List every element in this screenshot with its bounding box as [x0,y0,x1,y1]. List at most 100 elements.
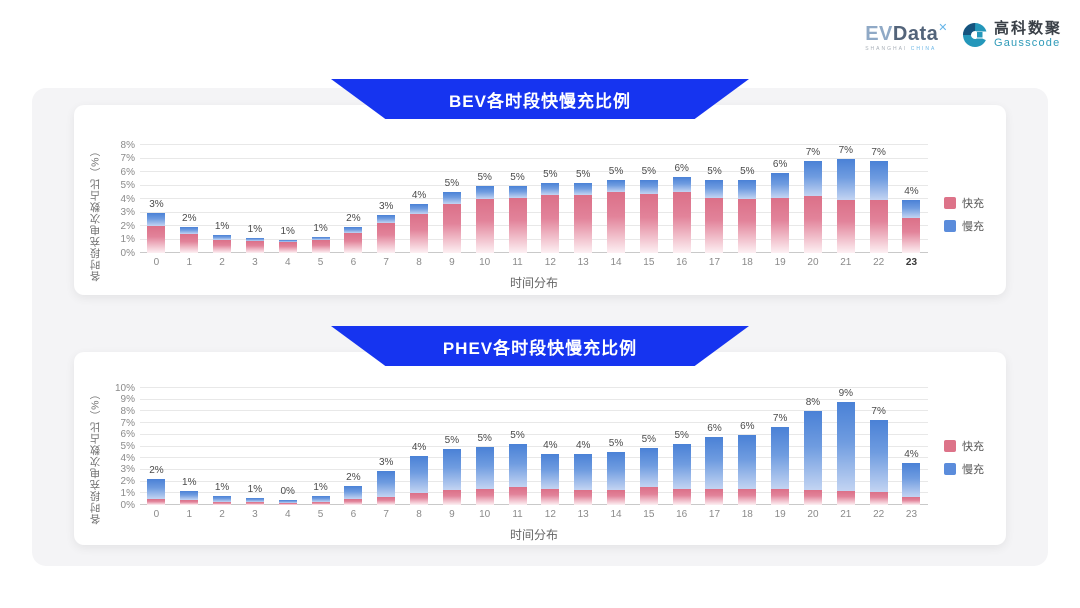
legend-item-fast-charge[interactable]: 快充 [944,195,984,211]
bar-group: 6% [665,145,698,253]
bar-segment-slow-charge [442,192,461,205]
x-tick-label: 12 [544,257,556,268]
gausscode-wordmark: 高科数聚 Gausscode [993,19,1062,50]
chart-legend: 快充慢充 [944,195,984,234]
bar-segment-slow-charge [475,446,494,489]
bar-segment-fast-charge [442,489,461,505]
bar-segment-slow-charge [705,180,724,198]
bar-segment-fast-charge [607,489,625,505]
x-tick-label: 14 [610,509,622,520]
bar-segment-fast-charge [147,226,166,253]
evdata-wordmark: EVData✕ [865,18,948,44]
gausscode-cn-name: 高科数聚 [993,19,1062,37]
y-tick-label: 4% [120,193,135,205]
x-tick-label: 14 [610,257,622,268]
x-tick-label: 16 [676,257,688,268]
bar-segment-fast-charge [738,488,757,505]
legend-swatch [944,463,956,475]
bar-group: 5% [698,145,731,253]
evdata-logo: EVData✕ SHANGHAI CHINA [865,18,948,52]
total-label: 3% [149,198,164,210]
bar-segment-fast-charge [541,194,560,253]
bar-segment-slow-charge [278,239,297,242]
x-axis-title: 时间分布 [509,528,558,542]
legend-item-fast-charge[interactable]: 快充 [944,438,984,454]
bar-group: 5% [567,145,600,253]
x-tick-label: 9 [449,509,455,520]
bar-segment-slow-charge [213,495,232,502]
bar-segment-slow-charge [245,238,264,241]
x-tick-label: 1 [186,257,193,268]
y-tick-label: 6% [120,166,135,178]
bar-group: 5% [468,145,501,253]
total-label: 5% [510,171,525,183]
logo-bar: EVData✕ SHANGHAI CHINA 高科数聚 Gausscode [865,18,1062,52]
bar-group: 1% [304,145,337,253]
bar-segment-fast-charge [278,241,297,253]
y-axis-tick-labels: 0% 1% 2% 3% 4% 5% 6% 7% 8% [106,140,140,259]
grid-line [140,144,928,145]
bar-group: 3% [370,388,403,505]
x-tick-label: 1 [186,509,193,520]
x-tick-label: 10 [479,509,491,520]
phev-chart-title-banner: PHEV各时段快慢充比例 [331,326,749,366]
x-tick-label: 13 [577,509,589,520]
y-tick-label: 6% [120,429,135,441]
bar-group: 7% [797,145,830,253]
total-label: 6% [674,163,689,175]
total-label: 1% [313,481,328,493]
bar-segment-fast-charge [574,194,593,253]
legend-label: 慢充 [962,221,984,233]
bar-group: 5% [731,145,764,253]
bar-group: 6% [731,388,764,505]
grid-line [140,480,928,482]
bar-group: 1% [304,388,337,505]
y-tick-label: 7% [120,417,135,429]
total-label: 1% [247,483,263,495]
x-tick-label: 15 [643,257,655,268]
bar-group: 5% [468,388,501,505]
bar-group: 9% [829,388,862,505]
bar-group: 6% [698,388,731,505]
bar-segment-slow-charge [902,462,921,497]
legend-item-slow-charge[interactable]: 慢充 [944,218,984,234]
y-tick-label: 2% [120,220,135,232]
bar-segment-fast-charge [475,199,494,253]
bar-segment-fast-charge [771,488,790,505]
phev-stacked-bar-chart: 各时段充电次数占比（%） 0% 1% 2% 3% 4% 5% 6% 7% 8% 9% 10% 2% 1% 1… [84,383,985,543]
gausscode-en-name: Gausscode [993,37,1061,50]
evdata-ev-text: EV [865,23,893,45]
total-label: 5% [707,166,722,178]
chart-legend: 快充 慢充 [944,438,984,477]
bar-group: 5% [632,388,665,505]
grid-line [140,457,928,459]
x-axis-line [140,252,928,253]
bar-segment-slow-charge [672,177,691,193]
legend-item-slow-charge[interactable]: 慢充 [944,461,984,477]
bar-segment-slow-charge [410,455,429,494]
bar-group: 1% [173,388,206,505]
bar-group: 4% [403,388,436,505]
bar-group: 1% [206,145,239,253]
total-label: 5% [543,168,558,180]
bar-segment-slow-charge [902,200,921,218]
total-label: 2% [346,472,361,484]
total-label: 5% [444,434,460,446]
bar-group: 0% [271,388,304,505]
bar-segment-fast-charge [278,502,297,505]
total-label: 7% [805,147,821,159]
x-tick-label: 19 [774,509,786,520]
x-tick-label: 20 [807,509,819,520]
y-tick-label: 5% [120,441,135,452]
x-tick-label: 17 [708,509,721,520]
bar-group: 2% [140,388,173,505]
bar-segment-slow-charge [574,182,593,195]
y-axis-title: 各时段充电次数占比（%） [89,145,102,282]
bar-segment-slow-charge [541,453,560,489]
total-label: 5% [510,430,525,442]
bar-segment-slow-charge [344,486,363,500]
bar-group: 5% [632,145,665,253]
grid-line [140,445,928,447]
bar-segment-slow-charge [836,402,855,492]
bar-segment-slow-charge [771,426,790,489]
